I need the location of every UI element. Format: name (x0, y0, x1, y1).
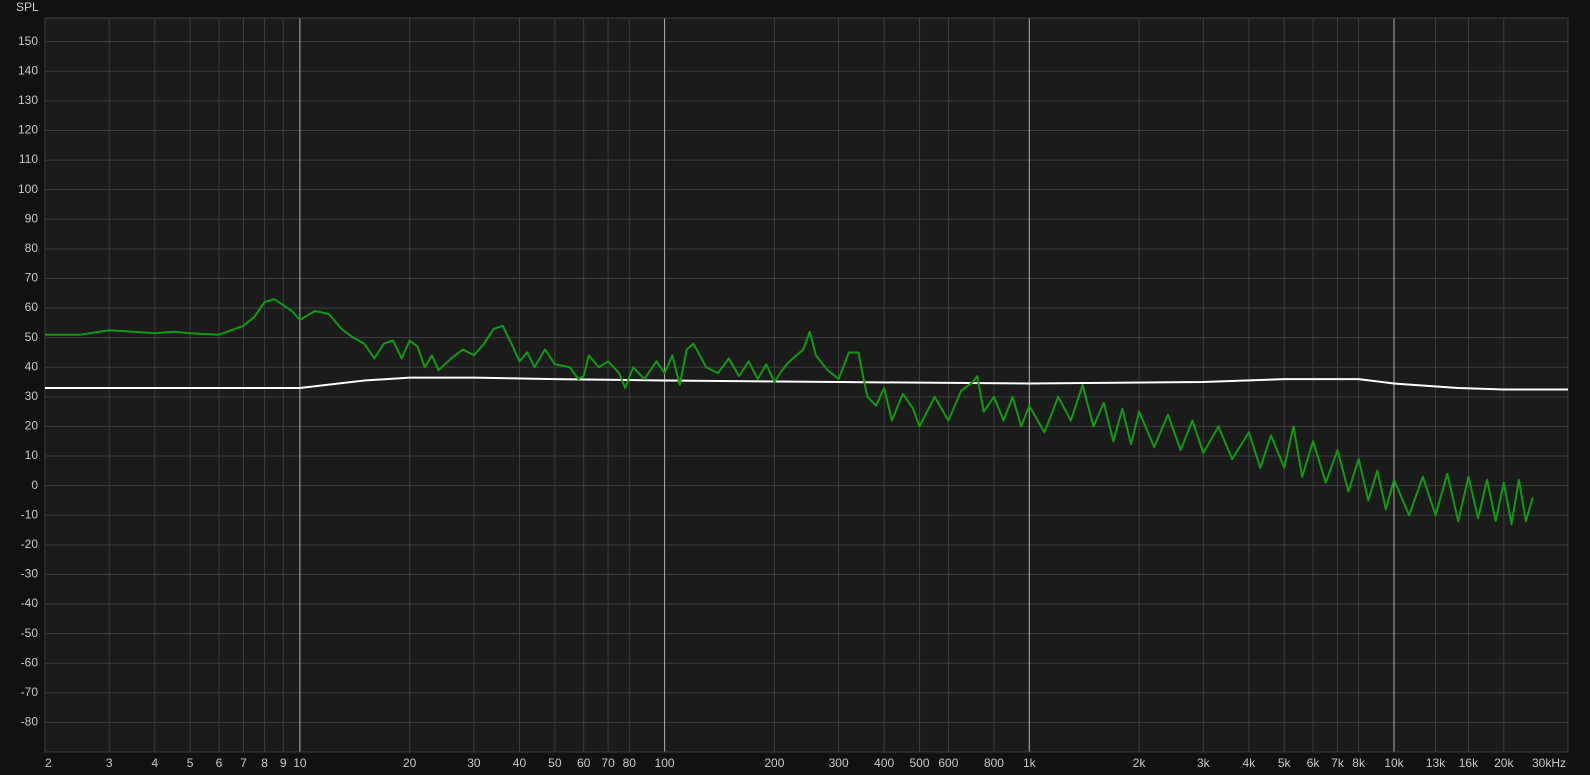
x-tick-label: 30kHz (1532, 756, 1566, 770)
y-tick-label: -20 (21, 537, 39, 551)
x-tick-label: 2k (1133, 756, 1147, 770)
y-tick-label: 80 (25, 241, 39, 255)
y-tick-label: 130 (18, 93, 38, 107)
y-tick-label: 90 (25, 211, 39, 225)
y-tick-label: 100 (18, 182, 38, 196)
y-tick-label: -30 (21, 567, 39, 581)
x-tick-label: 80 (623, 756, 637, 770)
x-tick-label: 3k (1197, 756, 1211, 770)
x-tick-label: 8 (261, 756, 268, 770)
y-tick-label: 30 (25, 389, 39, 403)
x-tick-label: 70 (601, 756, 615, 770)
y-tick-label: 120 (18, 123, 38, 137)
x-tick-label: 5k (1278, 756, 1292, 770)
x-tick-label: 30 (467, 756, 481, 770)
y-tick-label: -60 (21, 655, 39, 669)
x-tick-label: 20k (1494, 756, 1514, 770)
x-tick-label: 5 (187, 756, 194, 770)
x-tick-label: 3 (106, 756, 113, 770)
y-tick-label: 0 (31, 478, 38, 492)
y-tick-label: 40 (25, 359, 39, 373)
x-tick-label: 40 (513, 756, 527, 770)
x-tick-label: 50 (548, 756, 562, 770)
y-tick-label: 150 (18, 34, 38, 48)
plot-area (45, 18, 1568, 752)
y-tick-label: 70 (25, 271, 39, 285)
y-tick-label: -10 (21, 507, 39, 521)
x-tick-label: 20 (403, 756, 417, 770)
series-line (45, 376, 1568, 391)
x-tick-label: 7k (1331, 756, 1345, 770)
x-tick-label: 6k (1307, 756, 1321, 770)
x-tick-label: 60 (577, 756, 591, 770)
x-tick-label: 4 (151, 756, 158, 770)
x-tick-label: 500 (910, 756, 930, 770)
x-tick-label: 16k (1459, 756, 1479, 770)
x-tick-label: 13k (1426, 756, 1446, 770)
y-tick-label: -40 (21, 596, 39, 610)
y-tick-label: 10 (25, 448, 39, 462)
x-tick-label: 4k (1243, 756, 1257, 770)
plot-border (44, 17, 1569, 753)
y-tick-label: -70 (21, 685, 39, 699)
y-tick-label: 50 (25, 330, 39, 344)
x-tick-label: 100 (655, 756, 675, 770)
y-tick-label: 20 (25, 419, 39, 433)
x-tick-label: 8k (1352, 756, 1366, 770)
x-tick-label: 9 (280, 756, 287, 770)
x-tick-label: 600 (938, 756, 958, 770)
x-tick-label: 1k (1023, 756, 1037, 770)
x-tick-label: 10 (293, 756, 307, 770)
x-tick-label: 800 (984, 756, 1004, 770)
y-axis-label: SPL (16, 0, 39, 14)
x-tick-label: 2 (45, 756, 52, 770)
x-tick-label: 300 (829, 756, 849, 770)
y-tick-label: -50 (21, 626, 39, 640)
y-tick-label: 140 (18, 63, 38, 77)
x-tick-label: 10k (1384, 756, 1404, 770)
series-line (45, 298, 1534, 526)
x-tick-label: 7 (240, 756, 247, 770)
x-tick-label: 400 (874, 756, 894, 770)
x-tick-label: 6 (216, 756, 223, 770)
y-tick-label: -80 (21, 715, 39, 729)
y-tick-label: 110 (19, 152, 38, 166)
y-tick-label: 60 (25, 300, 39, 314)
x-tick-label: 200 (764, 756, 784, 770)
